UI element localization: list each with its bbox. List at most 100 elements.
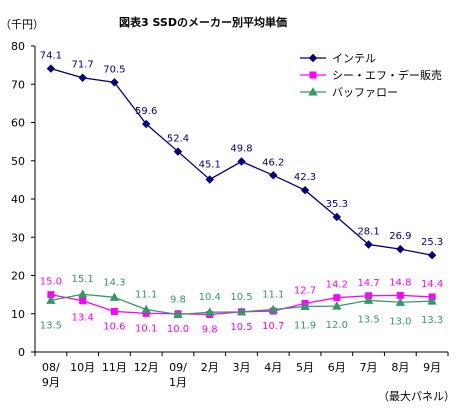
data-label: 49.8 [230,144,252,155]
data-label: 10.6 [103,321,125,332]
triangle-marker [308,87,318,96]
triangle-marker [332,301,342,310]
data-label: 52.4 [167,134,189,145]
series-group [46,64,437,319]
chart-title: 図表3 SSDのメーカー別平均単価 [119,15,287,29]
x-tick-label: 10月 [70,361,95,374]
square-marker [333,294,341,302]
data-label: 10.5 [230,292,252,303]
data-label: 13.3 [421,315,443,326]
triangle-marker [78,289,88,298]
data-label: 10.4 [199,292,221,303]
data-label: 12.0 [326,320,348,331]
triangle-marker [205,307,215,316]
legend-item-2: シー・エフ・デー販売 [300,68,442,82]
data-label: 28.1 [357,227,379,238]
legend-item-1: インテル [300,52,376,65]
diamond-marker [332,212,342,222]
series-1 [46,64,437,260]
x-tick-label: 4月 [264,361,282,374]
data-label: 10.1 [135,323,157,334]
diamond-marker [269,171,278,180]
diamond-marker [300,185,310,195]
y-tick-label: 20 [11,270,25,283]
x-tick-label: 8月 [391,361,409,374]
data-label: 45.1 [199,159,221,170]
data-label: 14.3 [103,277,125,288]
data-label: 13.0 [389,316,411,327]
y-tick-label: 40 [11,193,25,206]
x-tick-label: 5月 [296,361,314,374]
data-label: 14.8 [389,277,411,288]
y-tick-label: 50 [11,155,25,168]
diamond-marker [364,240,373,249]
data-label: 74.1 [40,51,62,62]
triangle-marker [268,304,278,314]
triangle-marker [363,295,374,304]
data-label: 14.2 [326,280,348,291]
data-label: 10.7 [262,321,284,332]
data-label: 25.3 [421,237,443,248]
triangle-marker [141,304,151,314]
data-label: 42.3 [294,172,316,183]
data-label: 15.0 [40,277,62,288]
data-label: 26.9 [389,231,411,242]
data-label: 14.7 [357,278,379,289]
data-label: 46.2 [262,157,284,168]
diamond-marker [396,244,405,254]
data-label: 13.4 [72,313,94,324]
data-label: 13.5 [357,314,379,325]
data-label: 14.4 [421,279,443,290]
triangle-marker [300,301,310,311]
triangle-marker [109,292,120,301]
square-marker [79,297,87,305]
triangle-marker [427,296,437,305]
data-label: 11.9 [294,320,316,331]
data-label: 9.8 [202,325,218,336]
data-label: 11.1 [262,290,284,301]
x-axis-unit-label: （最大パネル） [378,389,455,403]
x-tick-label: 9月 [42,376,60,389]
data-label: 70.5 [103,64,125,75]
diamond-marker [141,119,151,129]
y-tick-label: 70 [11,78,25,91]
diamond-marker [46,64,56,73]
axes: 0 10 20 30 40 50 60 70 80 08/9月 10月 11月 12月 09/1月 2月 3月… [11,40,449,389]
diamond-marker [110,78,119,87]
data-labels-group: 74.1 71.7 70.5 59.6 52.4 45.1 49.8 46.2 42.3 35.3… [40,51,443,336]
data-label: 71.7 [72,60,94,71]
data-label: 9.8 [170,295,186,306]
x-tick-label: 7月 [360,361,378,374]
diamond-marker [78,73,87,82]
x-tick-label: 1月 [169,376,187,389]
x-tick-label: 09/ [169,361,187,374]
x-tick-label: 08/ [42,361,60,374]
data-label: 35.3 [326,199,348,210]
x-tick-label: 2月 [201,361,219,374]
diamond-marker [173,147,183,156]
legend-label: シー・エフ・デー販売 [332,68,442,82]
data-label: 13.5 [40,320,62,331]
x-tick-label: 11月 [102,361,127,374]
y-tick-label: 10 [11,308,25,321]
data-label: 10.0 [167,324,189,335]
triangle-marker [46,295,56,304]
triangle-marker [236,307,247,316]
data-label: 15.1 [72,274,94,285]
square-marker [110,307,118,315]
series-3 [46,289,437,319]
y-tick-label: 0 [18,346,25,359]
diamond-marker [427,251,437,260]
y-tick-label: 30 [11,231,25,244]
square-marker [309,71,317,79]
y-tick-label: 60 [11,117,25,130]
diamond-marker [308,53,318,63]
legend-label: バッファロー [332,86,398,99]
triangle-marker [395,297,405,306]
x-tick-label: 12月 [134,361,159,374]
x-tick-label: 6月 [328,361,346,374]
y-tick-label: 80 [11,40,25,53]
